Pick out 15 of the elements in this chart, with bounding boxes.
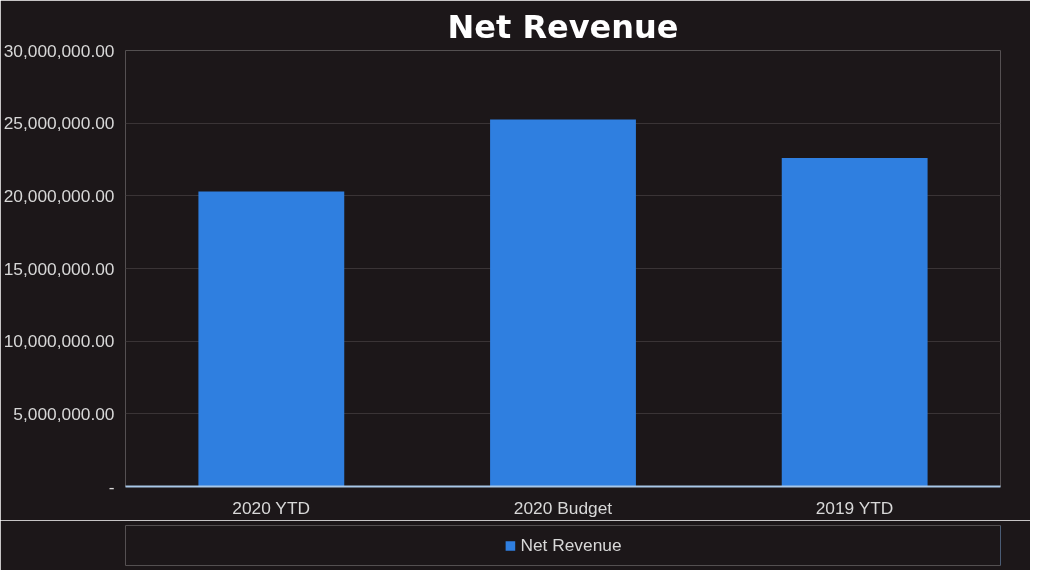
y-tick-label: 10,000,000.00 bbox=[3, 331, 115, 352]
legend-label: Net Revenue bbox=[520, 534, 622, 556]
bar bbox=[490, 119, 636, 487]
x-tick-label: 2020 YTD bbox=[232, 497, 311, 518]
x-tick-label: 2020 Budget bbox=[513, 497, 613, 518]
bar bbox=[198, 191, 345, 487]
y-tick-label: 15,000,000.00 bbox=[3, 258, 115, 279]
y-tick-label: 5,000,000.00 bbox=[13, 403, 115, 424]
x-tick-label: 2019 YTD bbox=[815, 497, 894, 518]
y-tick-label: - bbox=[108, 476, 115, 497]
bar bbox=[781, 158, 928, 487]
y-tick-label: 25,000,000.00 bbox=[3, 113, 115, 134]
chart-title: Net Revenue bbox=[447, 7, 679, 46]
y-tick-label: 20,000,000.00 bbox=[3, 185, 115, 206]
y-tick-label: 30,000,000.00 bbox=[3, 40, 115, 61]
